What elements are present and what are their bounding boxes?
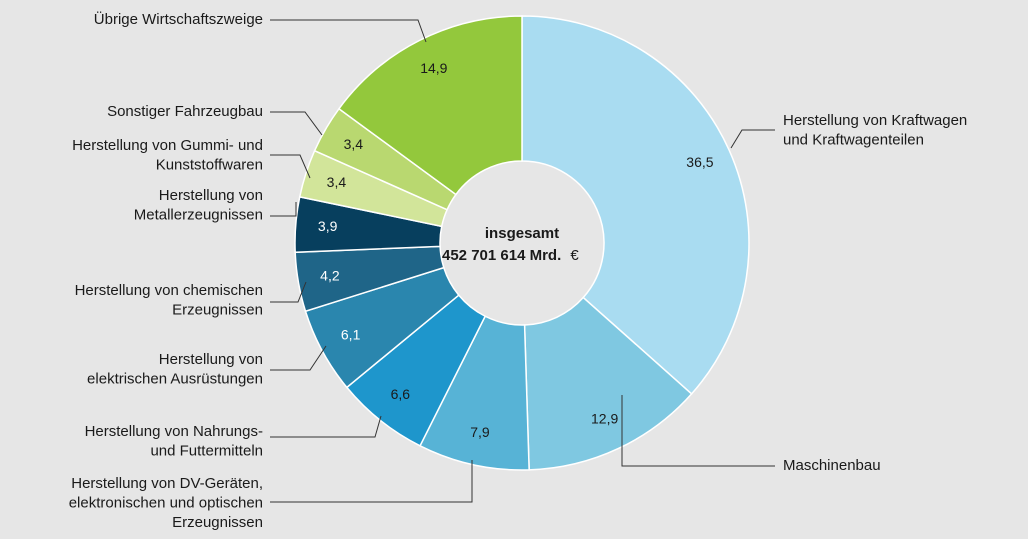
category-label: und Futtermitteln — [150, 442, 263, 459]
leader-line — [730, 129, 775, 149]
value-label: 4,2 — [320, 267, 340, 283]
center-value: 452 701 614 Mrd. € — [442, 247, 579, 264]
category-label: Herstellung von DV-Geräten, — [71, 475, 263, 492]
center-amount: 452 701 614 Mrd. — [442, 247, 561, 264]
value-label: 3,4 — [344, 136, 364, 152]
leader-line — [621, 395, 775, 467]
category-label: Herstellung von Nahrungs- — [85, 423, 263, 440]
value-label: 3,4 — [327, 174, 347, 190]
category-label: Kunststoffwaren — [156, 156, 263, 173]
category-label: Übrige Wirtschaftszweige — [94, 10, 263, 28]
value-label: 6,6 — [391, 386, 411, 402]
value-label: 6,1 — [341, 327, 361, 343]
center-unit: € — [570, 247, 579, 264]
category-label: Erzeugnissen — [172, 514, 263, 531]
value-label: 7,9 — [470, 424, 490, 440]
category-label: Herstellung von Kraftwagen — [783, 112, 967, 129]
value-label: 12,9 — [591, 410, 618, 426]
category-label: Metallerzeugnissen — [134, 206, 263, 223]
category-label: Sonstiger Fahrzeugbau — [107, 103, 263, 120]
value-label: 14,9 — [420, 60, 447, 76]
value-label: 36,5 — [686, 154, 713, 170]
category-label: Erzeugnissen — [172, 301, 263, 318]
value-label: 3,9 — [318, 218, 338, 234]
category-label: Herstellung von — [159, 351, 263, 368]
category-label: Herstellung von chemischen — [75, 282, 263, 299]
category-label: und Kraftwagenteilen — [783, 131, 924, 148]
category-label: Maschinenbau — [783, 457, 881, 474]
category-label: elektrischen Ausrüstungen — [87, 370, 263, 387]
leader-line — [270, 154, 311, 179]
leader-line — [270, 19, 427, 43]
leader-line — [270, 460, 473, 503]
slice — [521, 15, 750, 395]
slice — [337, 15, 523, 196]
category-label: Herstellung von — [159, 187, 263, 204]
leader-line — [270, 345, 327, 371]
leader-line — [270, 111, 323, 136]
leader-line — [270, 281, 307, 303]
category-label: elektronischen und optischen — [69, 494, 263, 511]
leader-line — [270, 415, 382, 438]
center-title: insgesamt — [485, 225, 559, 242]
category-label: Herstellung von Gummi- und — [72, 137, 263, 154]
donut — [294, 15, 750, 471]
leader-line — [270, 202, 297, 217]
slice — [523, 296, 693, 471]
